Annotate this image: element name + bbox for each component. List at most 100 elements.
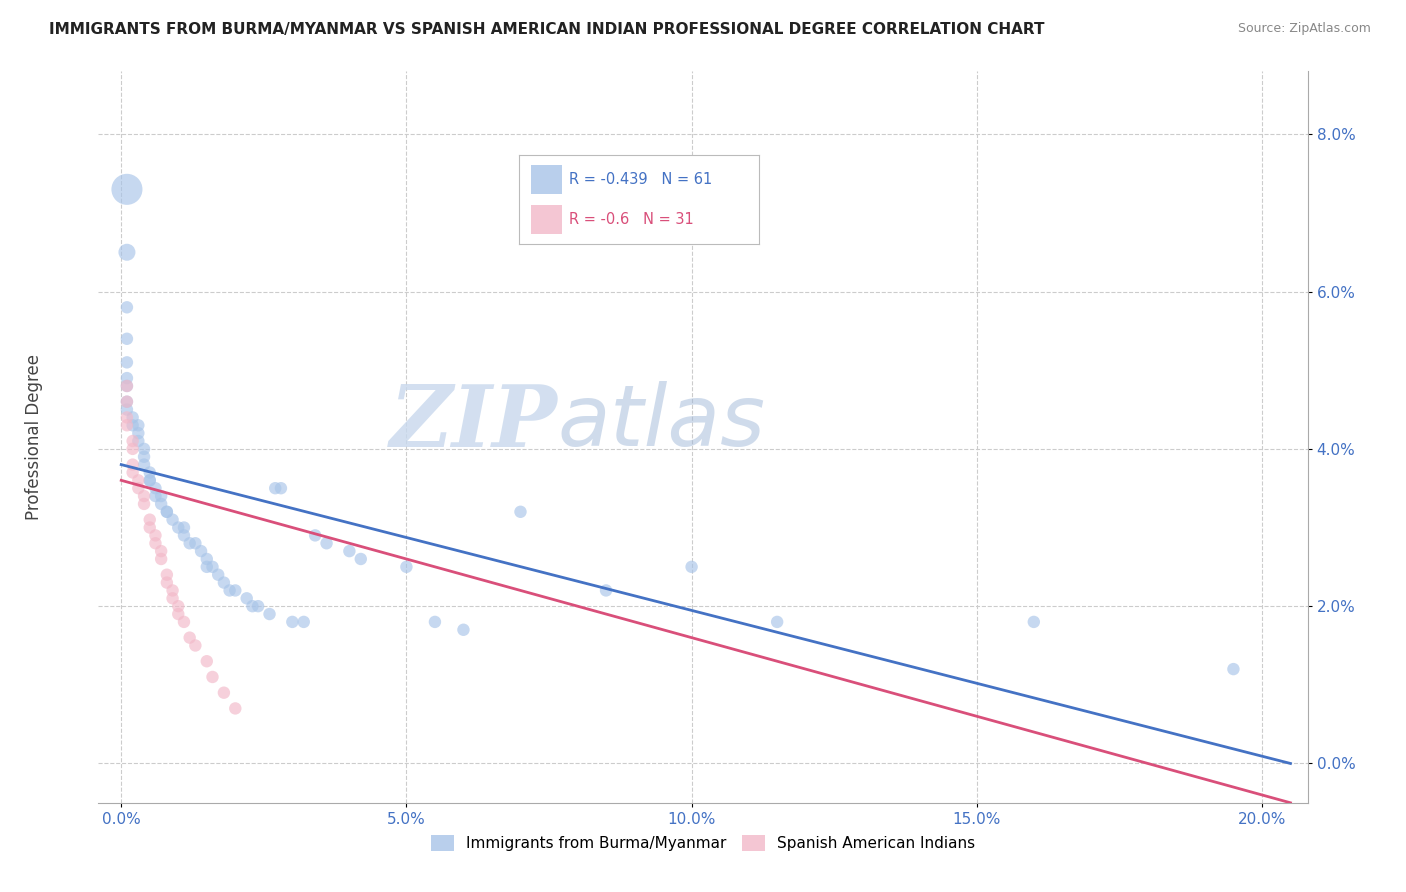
Point (127, 418, 149, 433)
Point (139, 473, 162, 487)
Point (132, 458, 155, 472)
Point (509, 505, 531, 519)
Point (337, 544, 360, 558)
Point (179, 536, 201, 550)
Point (127, 473, 149, 487)
Point (207, 567, 229, 582)
Point (270, 481, 292, 495)
Text: ZIP: ZIP (389, 381, 558, 464)
Point (195, 654, 218, 668)
Point (453, 623, 475, 637)
Point (132, 497, 155, 511)
Y-axis label: Professional Degree: Professional Degree (25, 354, 42, 520)
Point (127, 481, 149, 495)
Point (156, 505, 179, 519)
Point (115, 379, 138, 393)
Point (127, 426, 149, 441)
Point (212, 686, 235, 700)
Point (423, 615, 446, 629)
Point (162, 591, 184, 606)
Point (218, 583, 240, 598)
Point (1022, 615, 1045, 629)
Point (162, 513, 184, 527)
Point (195, 552, 218, 566)
Point (115, 394, 138, 409)
Point (150, 497, 173, 511)
Point (195, 559, 218, 574)
Bar (531, 205, 562, 234)
Point (132, 489, 155, 503)
Point (350, 552, 373, 566)
Point (264, 481, 287, 495)
Point (184, 536, 207, 550)
Point (139, 466, 162, 480)
Point (121, 410, 143, 425)
Point (115, 245, 138, 260)
Point (139, 520, 162, 534)
Point (115, 301, 138, 315)
Point (115, 371, 138, 385)
Point (595, 583, 617, 598)
Point (150, 489, 173, 503)
Point (315, 536, 337, 550)
Point (167, 599, 190, 614)
Point (184, 639, 207, 653)
Point (281, 615, 304, 629)
Point (139, 473, 162, 487)
Point (115, 410, 138, 425)
Point (156, 505, 179, 519)
Point (173, 520, 195, 534)
Point (1222, 662, 1244, 676)
Point (150, 552, 173, 566)
Point (259, 607, 281, 621)
Point (766, 615, 789, 629)
Point (127, 434, 149, 448)
Point (145, 528, 167, 542)
Point (224, 701, 246, 715)
Point (115, 355, 138, 369)
Point (167, 607, 190, 621)
Point (235, 591, 257, 606)
Text: IMMIGRANTS FROM BURMA/MYANMAR VS SPANISH AMERICAN INDIAN PROFESSIONAL DEGREE COR: IMMIGRANTS FROM BURMA/MYANMAR VS SPANISH… (49, 22, 1045, 37)
Point (132, 442, 155, 456)
Point (173, 528, 195, 542)
Point (167, 520, 190, 534)
Point (247, 599, 270, 614)
Legend: Immigrants from Burma/Myanmar, Spanish American Indians: Immigrants from Burma/Myanmar, Spanish A… (425, 830, 981, 857)
Point (115, 182, 138, 196)
Text: R = -0.6   N = 31: R = -0.6 N = 31 (569, 212, 695, 227)
Text: atlas: atlas (558, 381, 766, 464)
Point (162, 583, 184, 598)
Point (201, 559, 224, 574)
Bar (531, 165, 562, 194)
Point (132, 450, 155, 464)
Point (156, 567, 179, 582)
Text: R = -0.439   N = 61: R = -0.439 N = 61 (569, 172, 713, 186)
Point (121, 442, 143, 456)
Point (121, 434, 143, 448)
Point (121, 466, 143, 480)
Point (224, 583, 246, 598)
Point (115, 402, 138, 417)
Point (150, 544, 173, 558)
Point (179, 631, 201, 645)
Point (145, 536, 167, 550)
Point (292, 615, 315, 629)
Point (395, 559, 418, 574)
Point (115, 332, 138, 346)
Point (145, 481, 167, 495)
Point (121, 418, 143, 433)
Point (201, 670, 224, 684)
Point (121, 458, 143, 472)
Point (139, 513, 162, 527)
Point (156, 575, 179, 590)
Point (212, 575, 235, 590)
Point (145, 489, 167, 503)
Point (173, 615, 195, 629)
Point (115, 379, 138, 393)
Point (115, 418, 138, 433)
Point (190, 544, 212, 558)
Point (115, 394, 138, 409)
Point (681, 559, 703, 574)
Point (242, 599, 264, 614)
